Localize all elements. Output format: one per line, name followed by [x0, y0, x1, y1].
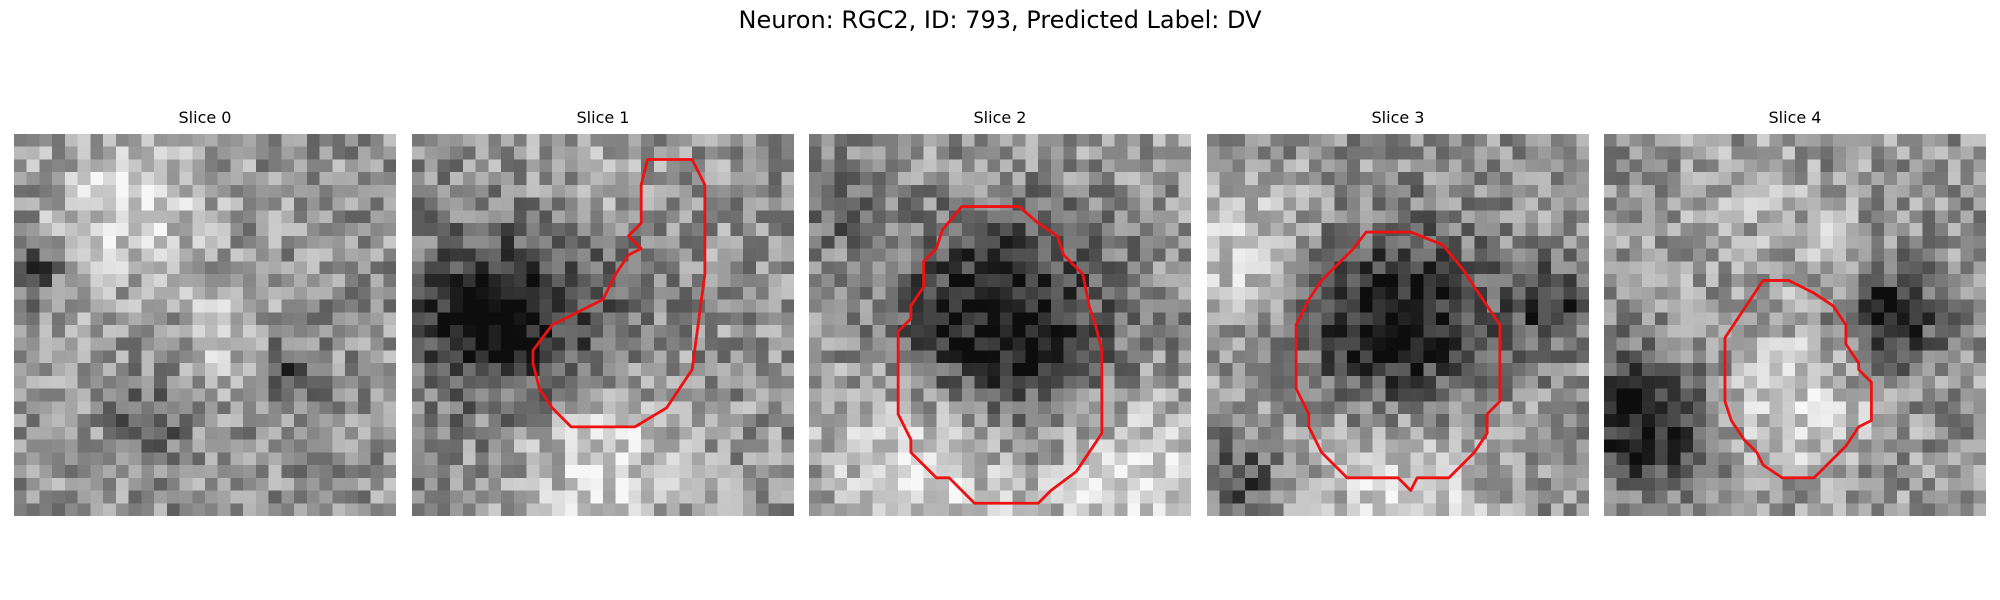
- grayscale-pixel-grid-3: [1207, 134, 1589, 516]
- segmentation-contour-3: [1294, 230, 1502, 492]
- grayscale-pixel-grid-0: [14, 134, 396, 516]
- slice-image-4: [1604, 134, 1986, 516]
- slice-title-4: Slice 4: [1768, 108, 1822, 127]
- slice-panel-2: Slice 2: [809, 108, 1191, 516]
- slice-image-0: [14, 134, 396, 516]
- slice-title-2: Slice 2: [973, 108, 1027, 127]
- grayscale-pixel-grid-2: [809, 134, 1191, 516]
- segmentation-contour-1: [531, 158, 707, 429]
- grayscale-pixel-grid-4: [1604, 134, 1986, 516]
- slice-panel-1: Slice 1: [412, 108, 794, 516]
- grayscale-pixel-grid-1: [412, 134, 794, 516]
- slice-image-2: [809, 134, 1191, 516]
- figure-title: Neuron: RGC2, ID: 793, Predicted Label: …: [738, 6, 1262, 34]
- slice-title-0: Slice 0: [178, 108, 232, 127]
- segmentation-contour-2: [896, 205, 1104, 505]
- slice-title-3: Slice 3: [1371, 108, 1425, 127]
- slice-panel-3: Slice 3: [1207, 108, 1589, 516]
- slice-image-3: [1207, 134, 1589, 516]
- slice-panel-4: Slice 4: [1604, 108, 1986, 516]
- slice-title-1: Slice 1: [576, 108, 630, 127]
- slice-image-1: [412, 134, 794, 516]
- segmentation-contour-4: [1723, 279, 1873, 480]
- slice-panel-0: Slice 0: [14, 108, 396, 516]
